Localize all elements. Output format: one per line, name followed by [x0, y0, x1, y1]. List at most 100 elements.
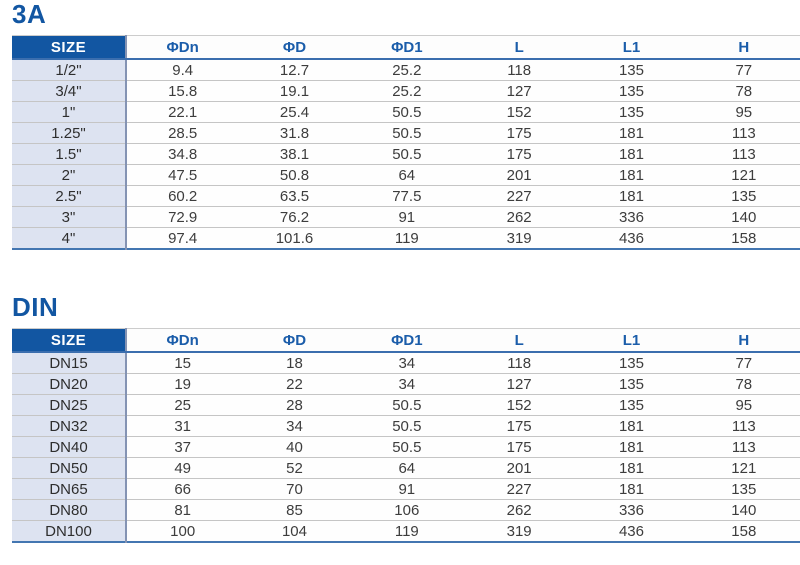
value-cell: 22 [238, 373, 351, 395]
value-cell: 104 [238, 520, 351, 543]
size-cell: 3" [12, 206, 127, 228]
table-row: 3" 72.9 76.2 91 262 336 140 [12, 206, 800, 228]
table-row: 2" 47.5 50.8 64 201 181 121 [12, 164, 800, 186]
value-cell: 70 [238, 478, 351, 500]
table-row: 1/2" 9.4 12.7 25.2 118 135 77 [12, 59, 800, 81]
value-cell: 181 [575, 436, 688, 458]
header-row: SIZE ΦDn ΦD ΦD1 L L1 H [12, 328, 800, 353]
value-cell: 181 [575, 478, 688, 500]
value-cell: 34 [350, 373, 463, 395]
table-row: DN25 25 28 50.5 152 135 95 [12, 394, 800, 416]
value-cell: 135 [575, 394, 688, 416]
value-cell: 40 [238, 436, 351, 458]
value-cell: 19.1 [238, 80, 351, 102]
value-cell: 181 [575, 185, 688, 207]
column-header: ΦDn [126, 35, 239, 60]
value-cell: 34 [350, 352, 463, 374]
value-cell: 12.7 [238, 59, 351, 81]
table-row: 1.25" 28.5 31.8 50.5 175 181 113 [12, 122, 800, 144]
table-row: DN80 81 85 106 262 336 140 [12, 499, 800, 521]
value-cell: 25.4 [238, 101, 351, 123]
value-cell: 135 [575, 59, 688, 81]
table-row: 1" 22.1 25.4 50.5 152 135 95 [12, 101, 800, 123]
value-cell: 63.5 [238, 185, 351, 207]
value-cell: 47.5 [126, 164, 239, 186]
column-header: L [462, 35, 576, 60]
table-row: 4" 97.4 101.6 119 319 436 158 [12, 227, 800, 250]
table-row: DN15 15 18 34 118 135 77 [12, 352, 800, 374]
value-cell: 77 [687, 59, 800, 81]
table-row: 2.5" 60.2 63.5 77.5 227 181 135 [12, 185, 800, 207]
size-cell: DN40 [12, 436, 127, 458]
value-cell: 50.5 [350, 101, 463, 123]
value-cell: 15 [126, 352, 239, 374]
size-cell: 2" [12, 164, 127, 186]
value-cell: 135 [687, 478, 800, 500]
size-cell: DN80 [12, 499, 127, 521]
value-cell: 25 [126, 394, 239, 416]
value-cell: 31.8 [238, 122, 351, 144]
value-cell: 181 [575, 415, 688, 437]
value-cell: 119 [350, 520, 463, 543]
value-cell: 91 [350, 206, 463, 228]
table-row: DN65 66 70 91 227 181 135 [12, 478, 800, 500]
value-cell: 97.4 [126, 227, 239, 250]
value-cell: 201 [462, 164, 576, 186]
value-cell: 436 [575, 520, 688, 543]
table-row: 1.5" 34.8 38.1 50.5 175 181 113 [12, 143, 800, 165]
value-cell: 436 [575, 227, 688, 250]
value-cell: 18 [238, 352, 351, 374]
table-header-3a: SIZE ΦDn ΦD ΦD1 L L1 H [12, 35, 800, 60]
value-cell: 22.1 [126, 101, 239, 123]
table-row: DN40 37 40 50.5 175 181 113 [12, 436, 800, 458]
value-cell: 49 [126, 457, 239, 479]
value-cell: 38.1 [238, 143, 351, 165]
size-cell: DN25 [12, 394, 127, 416]
value-cell: 140 [687, 206, 800, 228]
value-cell: 140 [687, 499, 800, 521]
table-title-din: DIN [12, 292, 59, 322]
value-cell: 50.5 [350, 415, 463, 437]
value-cell: 121 [687, 164, 800, 186]
value-cell: 113 [687, 143, 800, 165]
size-cell: DN50 [12, 457, 127, 479]
value-cell: 262 [462, 499, 576, 521]
value-cell: 158 [687, 520, 800, 543]
value-cell: 76.2 [238, 206, 351, 228]
value-cell: 101.6 [238, 227, 351, 250]
table-body-din: DN15 15 18 34 118 135 77 DN20 19 22 34 127 135 78 DN25… [12, 352, 800, 543]
value-cell: 78 [687, 373, 800, 395]
size-cell: 1.5" [12, 143, 127, 165]
value-cell: 95 [687, 394, 800, 416]
spec-table-din: SIZE ΦDn ΦD ΦD1 L L1 H DN15 15 18 34 118 135 77 DN20 1… [12, 328, 800, 543]
value-cell: 28 [238, 394, 351, 416]
value-cell: 319 [462, 227, 576, 250]
value-cell: 152 [462, 101, 576, 123]
table-row: DN100 100 104 119 319 436 158 [12, 520, 800, 543]
column-header: H [687, 35, 800, 60]
value-cell: 135 [575, 80, 688, 102]
value-cell: 135 [575, 352, 688, 374]
value-cell: 25.2 [350, 80, 463, 102]
size-cell: 1/2" [12, 59, 127, 81]
size-cell: DN15 [12, 352, 127, 374]
value-cell: 127 [462, 80, 576, 102]
size-column-header: SIZE [12, 35, 127, 60]
value-cell: 175 [462, 143, 576, 165]
value-cell: 119 [350, 227, 463, 250]
value-cell: 81 [126, 499, 239, 521]
value-cell: 135 [575, 101, 688, 123]
value-cell: 91 [350, 478, 463, 500]
size-cell: 2.5" [12, 185, 127, 207]
size-cell: 3/4" [12, 80, 127, 102]
value-cell: 19 [126, 373, 239, 395]
table-title-3a: 3A [12, 0, 47, 29]
column-header: L1 [575, 328, 688, 353]
size-column-header: SIZE [12, 328, 127, 353]
value-cell: 118 [462, 59, 576, 81]
value-cell: 31 [126, 415, 239, 437]
value-cell: 72.9 [126, 206, 239, 228]
value-cell: 227 [462, 185, 576, 207]
value-cell: 113 [687, 436, 800, 458]
